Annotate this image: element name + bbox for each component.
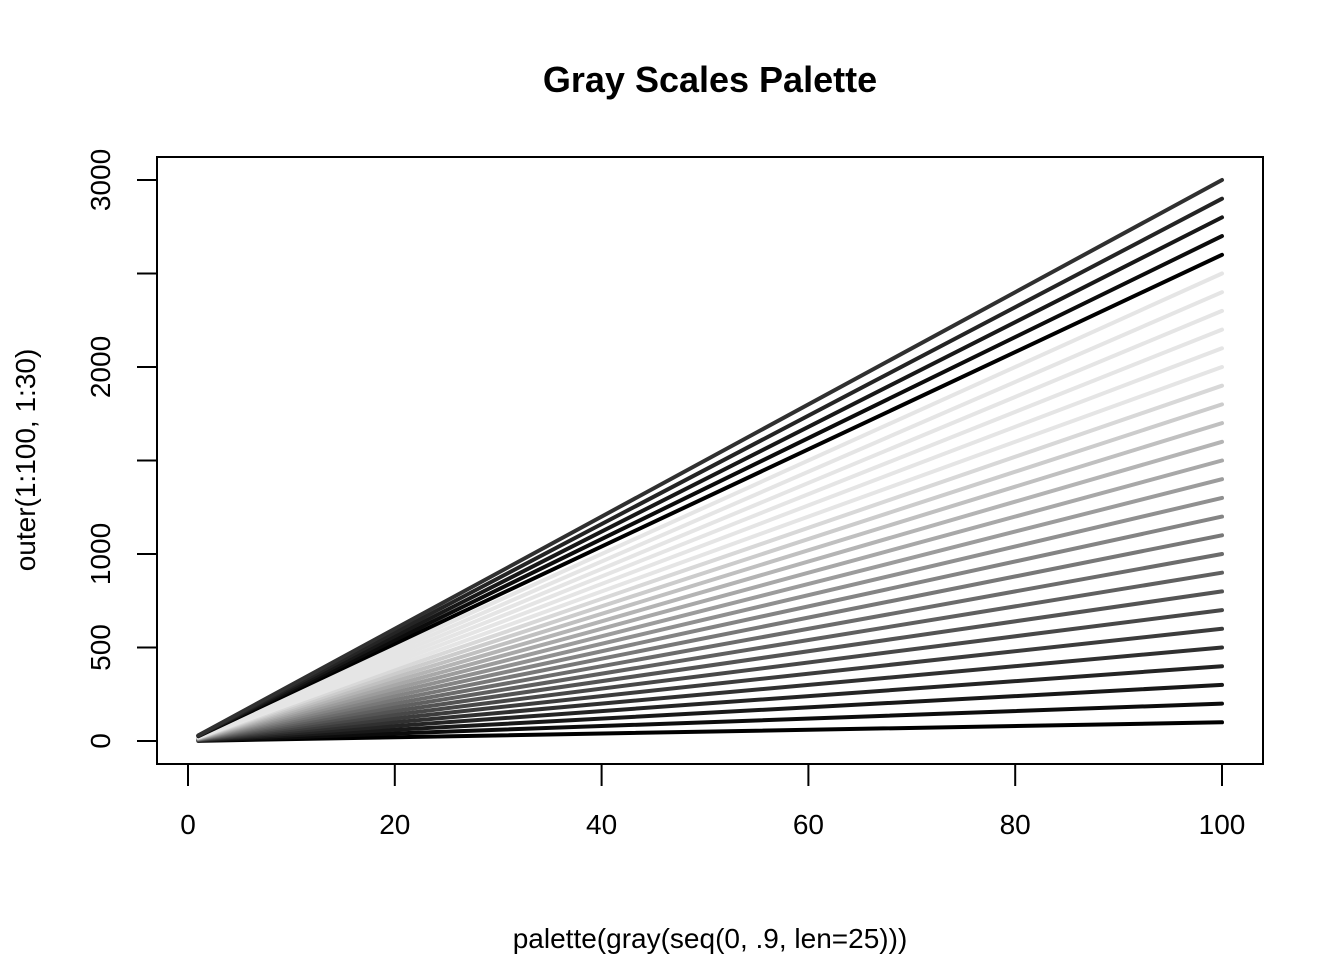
series-line-7	[196, 608, 1224, 742]
series-line-23	[196, 308, 1224, 739]
series-line-24	[196, 290, 1224, 739]
series-line-10	[196, 552, 1224, 742]
series-line-20	[196, 365, 1224, 740]
series-line-28	[196, 215, 1224, 738]
x-tick-label: 20	[379, 809, 410, 840]
y-axis: 0 500 1000 2000 3000	[85, 149, 158, 749]
series-line-8	[196, 589, 1224, 742]
series-line-4	[196, 664, 1224, 743]
series-line-25	[196, 271, 1224, 739]
y-tick-label: 3000	[85, 149, 116, 211]
y-tick-label: 2000	[85, 336, 116, 398]
series-line-11	[196, 533, 1224, 741]
series-line-18	[196, 402, 1224, 740]
x-tick-label: 80	[1000, 809, 1031, 840]
y-tick-label: 0	[85, 733, 116, 749]
series-line-12	[196, 514, 1224, 741]
x-axis: 0 20 40 60 80 100	[180, 763, 1246, 840]
series-line-1	[196, 720, 1224, 743]
series-line-15	[196, 458, 1224, 741]
x-tick-label: 60	[793, 809, 824, 840]
y-axis-label: outer(1:100, 1:30)	[10, 349, 41, 572]
x-tick-label: 0	[180, 809, 196, 840]
series-line-19	[196, 383, 1224, 740]
series-line-17	[196, 421, 1224, 740]
y-tick-label: 500	[85, 624, 116, 671]
series-line-29	[196, 196, 1224, 738]
series-line-3	[196, 682, 1224, 743]
y-tick-label: 1000	[85, 523, 116, 585]
series-line-2	[196, 701, 1224, 743]
series-line-26	[196, 252, 1224, 739]
series-line-16	[196, 439, 1224, 741]
series-line-27	[196, 234, 1224, 738]
series-line-9	[196, 570, 1224, 742]
chart-title: Gray Scales Palette	[543, 59, 877, 100]
series-line-6	[196, 626, 1224, 742]
series-line-22	[196, 327, 1224, 739]
x-axis-label: palette(gray(seq(0, .9, len=25)))	[513, 923, 908, 954]
series-line-30	[196, 178, 1224, 738]
series-layer	[196, 178, 1224, 743]
series-line-13	[196, 495, 1224, 741]
series-line-5	[196, 645, 1224, 743]
series-line-21	[196, 346, 1224, 740]
series-line-14	[196, 477, 1224, 741]
x-tick-label: 100	[1199, 809, 1246, 840]
x-tick-label: 40	[586, 809, 617, 840]
